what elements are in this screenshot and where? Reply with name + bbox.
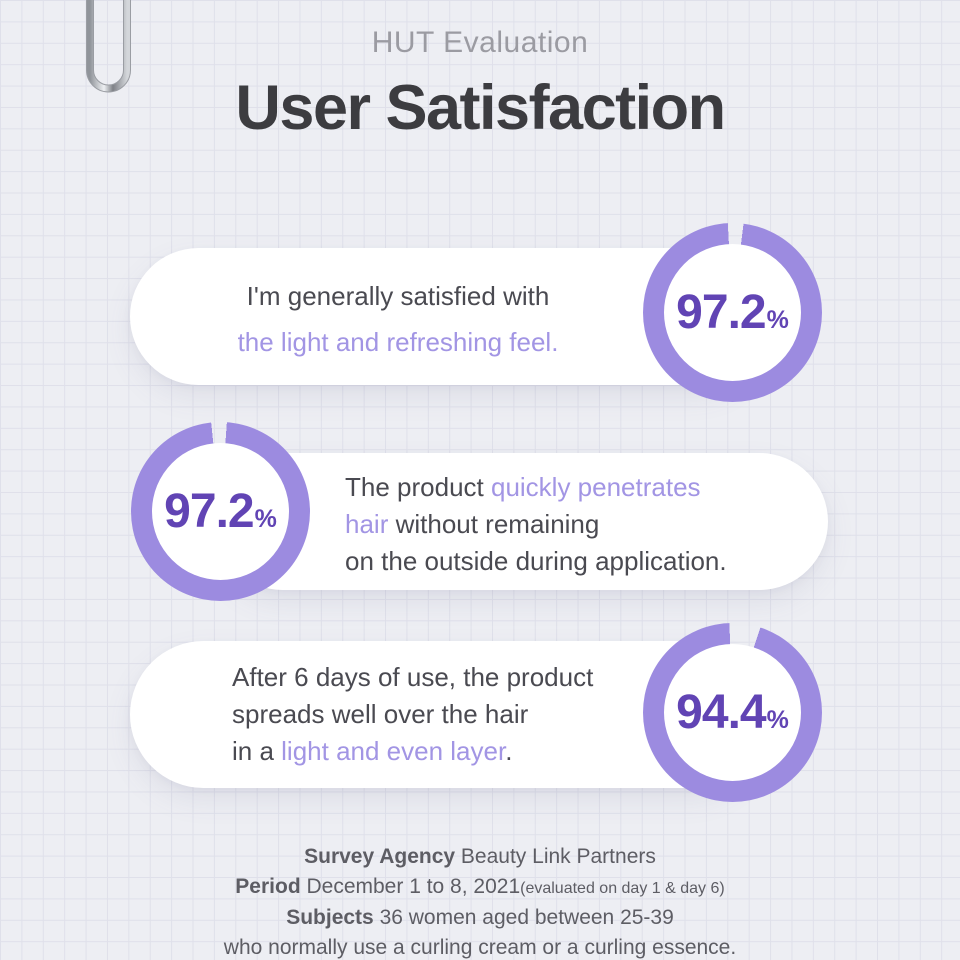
page-title: User Satisfaction bbox=[235, 73, 726, 143]
survey-footnote: Survey Agency Beauty Link Partners Perio… bbox=[0, 842, 960, 960]
percent-sign: % bbox=[766, 306, 789, 334]
footnote-text: who normally use a curling cream or a cu… bbox=[223, 935, 737, 959]
highlight-text: the light and refreshing feel. bbox=[237, 327, 559, 357]
donut-chart-3: 94.4% bbox=[643, 623, 822, 802]
card-text-line: hair without remaining bbox=[345, 506, 727, 543]
donut-chart-2: 97.2% bbox=[131, 422, 310, 601]
footnote-label: Period bbox=[235, 874, 301, 898]
text-segment: spreads well over the hair bbox=[232, 699, 529, 729]
card-text: The product quickly penetrates hair with… bbox=[345, 469, 727, 580]
card-text-line: spreads well over the hair bbox=[232, 696, 593, 733]
text-segment: After 6 days of use, the product bbox=[232, 662, 594, 692]
text-segment: without remaining bbox=[388, 509, 600, 539]
donut-percent: 97.2% bbox=[131, 422, 310, 601]
highlight-text: light and even layer bbox=[281, 736, 506, 766]
card-text-line: on the outside during application. bbox=[345, 543, 727, 580]
percent-sign: % bbox=[766, 706, 789, 734]
donut-percent: 94.4% bbox=[643, 623, 822, 802]
eyebrow-title: HUT Evaluation bbox=[371, 26, 589, 59]
card-text: After 6 days of use, the product spreads… bbox=[232, 659, 593, 770]
text-segment: . bbox=[505, 736, 513, 766]
donut-percent: 97.2% bbox=[643, 223, 822, 402]
footnote-small-text: (evaluated on day 1 & day 6) bbox=[520, 879, 725, 897]
footnote-text: December 1 to 8, 2021 bbox=[300, 874, 521, 898]
footnote-text: Beauty Link Partners bbox=[455, 845, 656, 868]
text-segment: The product bbox=[345, 472, 491, 502]
percent-value: 97.2 bbox=[164, 485, 254, 538]
percent-sign: % bbox=[254, 505, 277, 533]
card-text-line: I'm generally satisfied with bbox=[154, 273, 642, 319]
footnote-label: Subjects bbox=[286, 906, 374, 929]
footnote-line-period: Period December 1 to 8, 2021(evaluated o… bbox=[0, 872, 960, 904]
highlight-text: hair bbox=[345, 509, 389, 539]
text-segment: in a bbox=[232, 736, 282, 766]
card-text-line: After 6 days of use, the product bbox=[232, 659, 593, 696]
footnote-line-subjects: Subjects 36 women aged between 25-39 bbox=[0, 903, 960, 933]
paperclip-icon bbox=[80, 0, 138, 109]
percent-value: 94.4 bbox=[676, 686, 766, 739]
percent-value: 97.2 bbox=[676, 286, 766, 339]
footnote-text: 36 women aged between 25-39 bbox=[373, 906, 674, 929]
text-segment: I'm generally satisfied with bbox=[246, 281, 550, 311]
card-text: I'm generally satisfied with the light a… bbox=[154, 273, 642, 365]
highlight-text: quickly penetrates bbox=[490, 472, 701, 502]
satisfaction-card-2: The product quickly penetrates hair with… bbox=[214, 453, 828, 590]
donut-chart-1: 97.2% bbox=[643, 223, 822, 402]
card-text-line: in a light and even layer. bbox=[232, 733, 593, 770]
footnote-label: Survey Agency bbox=[304, 845, 456, 868]
footnote-line-agency: Survey Agency Beauty Link Partners bbox=[0, 842, 960, 872]
card-text-line: the light and refreshing feel. bbox=[154, 319, 642, 365]
footnote-line-usage: who normally use a curling cream or a cu… bbox=[0, 933, 960, 960]
text-segment: on the outside during application. bbox=[345, 546, 727, 576]
card-text-line: The product quickly penetrates bbox=[345, 469, 727, 506]
